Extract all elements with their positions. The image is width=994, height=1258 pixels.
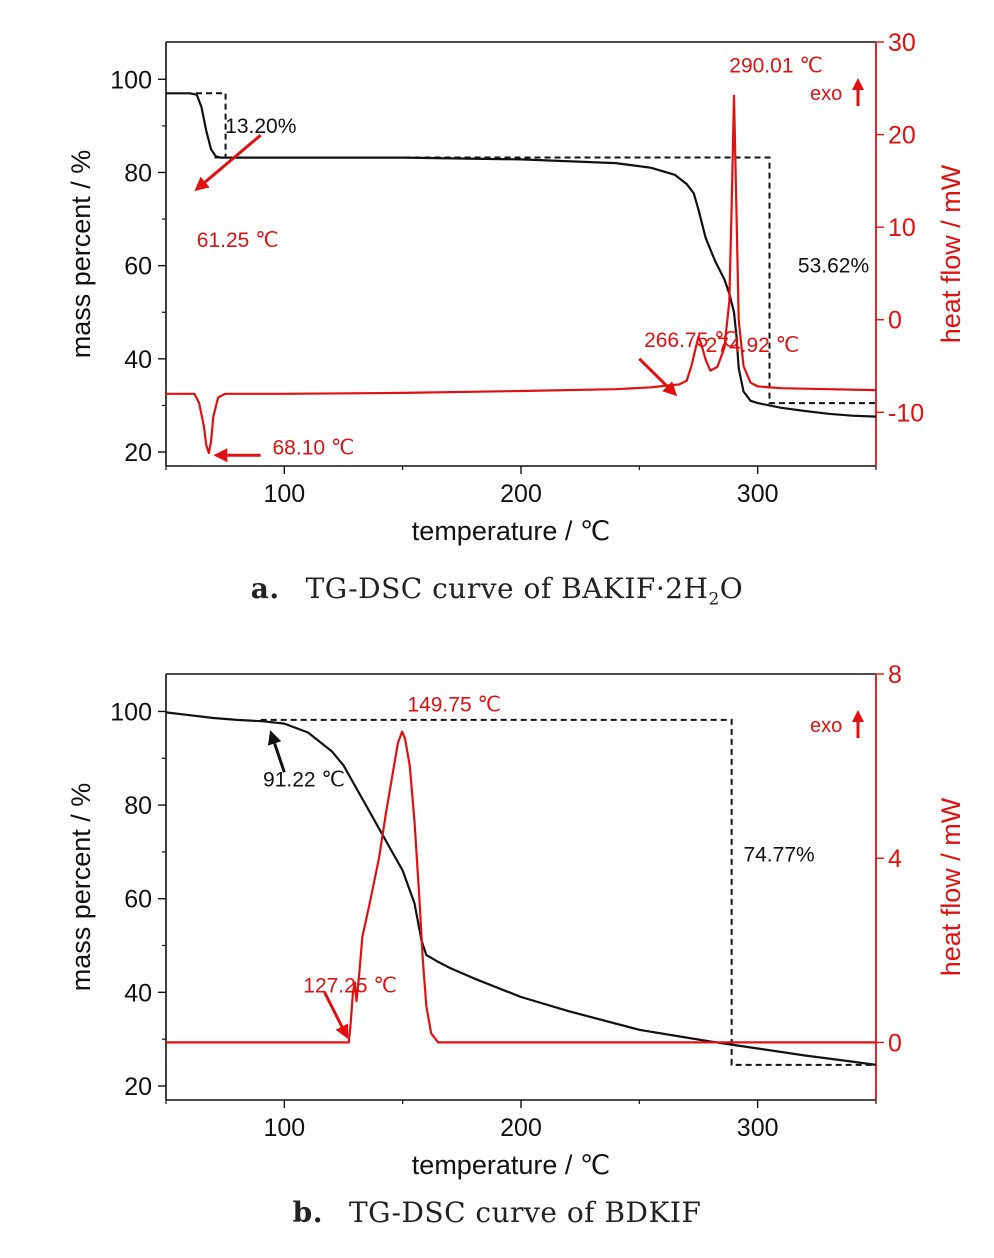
tg-mass-line: [166, 92, 877, 418]
x-axis-label: temperature / ℃: [412, 1150, 610, 1180]
y2-tick-label: 8: [888, 661, 902, 689]
y-tick-label: 100: [110, 698, 152, 726]
y-tick-label: 60: [124, 886, 152, 914]
x-tick-label: 300: [737, 480, 779, 508]
dsc-heat-flow-line: [166, 94, 877, 455]
y2-axis-label: heat flow / mW: [936, 164, 966, 343]
exo-label: exo: [810, 715, 842, 737]
x-tick-label: 300: [737, 1114, 779, 1142]
annotation-arrow-head: [194, 176, 210, 192]
annotation-label: 91.22 ℃: [263, 768, 345, 791]
annotation-label: 149.75 ℃: [407, 693, 501, 716]
y-tick-label: 60: [124, 253, 152, 281]
annotation-arrow-shaft: [323, 991, 344, 1028]
annotation-label: 266.75 ℃: [644, 329, 738, 352]
y2-tick-label: 30: [888, 29, 916, 57]
y2-axis-label: heat flow / mW: [936, 797, 966, 976]
panel-a: 100 200 300 20 40 60 80 100 -10 0 10 20 30 temperatur…: [0, 0, 994, 620]
mass-loss-step-box: [260, 718, 876, 1066]
caption-b-text: TG-DSC curve of BDKIF: [348, 1196, 702, 1229]
exo-label: exo: [810, 83, 842, 105]
y2-tick-label: 0: [888, 307, 902, 335]
exo-arrow-head: [852, 710, 864, 722]
y2-tick-label: 4: [888, 845, 902, 873]
panel-b: 100 200 300 20 40 60 80 100 0 4 8 temperature / ℃ ma…: [0, 630, 994, 1258]
caption-a-subscript: 2: [708, 589, 720, 610]
exo-arrow-head: [852, 78, 864, 90]
annotation-label: 127.25 ℃: [303, 974, 397, 997]
x-tick-label: 100: [263, 480, 305, 508]
mass-loss-step-box: [196, 92, 876, 405]
x-tick-label: 200: [500, 1114, 542, 1142]
y2-tick-label: 10: [888, 214, 916, 242]
caption-a: a. TG-DSC curve of BAKIF·2H2O: [0, 572, 994, 610]
dsc-heat-flow-line: [166, 730, 876, 1044]
annotation-arrow-shaft: [273, 742, 286, 773]
y-tick-label: 20: [124, 439, 152, 467]
y-tick-label: 80: [124, 159, 152, 187]
y-axis-label: mass percent / %: [66, 783, 96, 992]
y-tick-label: 100: [110, 66, 152, 94]
annotation-label: 290.01 ℃: [729, 54, 823, 77]
annotation-arrow-head: [335, 1023, 349, 1040]
annotation-label: 274.92 ℃: [706, 334, 800, 357]
annotation-label: 68.10 ℃: [273, 436, 355, 459]
caption-a-tail: O: [719, 572, 744, 605]
x-axis-label: temperature / ℃: [412, 516, 610, 546]
annotation-arrow-head: [213, 448, 228, 463]
annotation-arrow-shaft: [204, 134, 262, 184]
y-tick-label: 80: [124, 792, 152, 820]
caption-a-label: a.: [250, 572, 280, 605]
tg-mass-line: [165, 711, 877, 1066]
annotation-label: 53.62%: [798, 255, 869, 278]
tg-dsc-chart-a: 100 200 300 20 40 60 80 100 -10 0 10 20 30 temperatur…: [66, 29, 966, 546]
caption-b-label: b.: [292, 1196, 323, 1229]
caption-b: b. TG-DSC curve of BDKIF: [0, 1196, 994, 1229]
caption-a-text: TG-DSC curve of BAKIF·2H: [305, 572, 709, 605]
y-tick-label: 20: [124, 1073, 152, 1101]
annotation-arrow-head: [267, 730, 282, 746]
tg-dsc-chart-b: 100 200 300 20 40 60 80 100 0 4 8 temperature / ℃ ma…: [66, 661, 966, 1180]
annotation-label: 61.25 ℃: [197, 229, 279, 252]
annotation-arrow-shaft: [638, 357, 669, 388]
y-axis-label: mass percent / %: [66, 150, 96, 359]
y2-tick-label: -10: [888, 399, 924, 427]
y-tick-label: 40: [124, 979, 152, 1007]
y2-tick-label: 20: [888, 122, 916, 150]
annotation-label: 74.77%: [743, 843, 814, 866]
y-tick-label: 40: [124, 346, 152, 374]
x-tick-label: 100: [263, 1114, 305, 1142]
annotation-arrow-head: [662, 381, 678, 397]
annotation-label: 13.20%: [225, 115, 296, 138]
x-tick-label: 200: [500, 480, 542, 508]
y2-tick-label: 0: [888, 1029, 902, 1057]
